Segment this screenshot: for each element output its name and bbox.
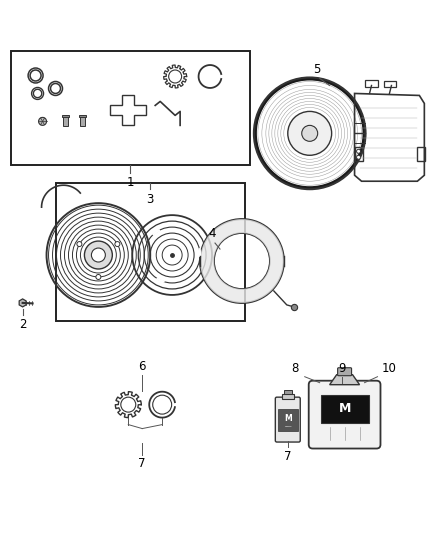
Bar [278,409,298,431]
Circle shape [77,241,82,247]
Text: M: M [339,402,351,415]
FancyBboxPatch shape [309,381,381,449]
Text: 2: 2 [19,318,26,331]
Text: 10: 10 [382,362,397,375]
Bar [385,82,396,87]
Text: 3: 3 [147,193,154,206]
Polygon shape [19,299,26,307]
Bar [80,116,85,126]
Circle shape [115,241,120,247]
Bar [79,115,86,117]
Text: ━━━: ━━━ [284,425,292,429]
Circle shape [257,80,363,186]
FancyBboxPatch shape [338,368,352,376]
Text: 9: 9 [338,362,345,375]
Circle shape [92,248,106,262]
Bar [321,394,368,423]
Text: 4: 4 [208,227,216,240]
Circle shape [302,125,318,141]
Circle shape [357,155,360,159]
Bar [64,116,68,126]
Bar [364,80,378,87]
Circle shape [96,274,101,279]
FancyBboxPatch shape [276,397,300,442]
Circle shape [85,241,112,269]
Circle shape [39,117,46,125]
Bar [284,390,292,394]
Bar [282,394,294,399]
Bar [56,183,245,321]
Polygon shape [200,219,284,303]
Text: 5: 5 [313,63,320,77]
Circle shape [288,111,332,155]
Circle shape [357,149,360,154]
Text: 1: 1 [127,176,134,189]
Circle shape [254,77,366,189]
Bar [11,51,250,165]
Bar [355,147,363,161]
Text: M: M [284,414,292,423]
Polygon shape [330,375,360,385]
Text: 7: 7 [138,456,146,470]
Text: 7: 7 [284,449,292,463]
Text: 6: 6 [138,360,146,373]
Bar [62,115,69,117]
Bar [417,147,425,161]
Text: 8: 8 [291,362,298,375]
